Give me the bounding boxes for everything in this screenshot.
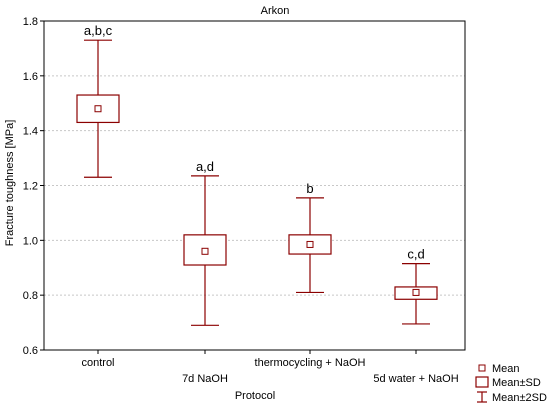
x-axis: control 7d NaOH thermocycling + NaOH 5d wat… xyxy=(81,350,459,385)
y-axis: 0.6 0.8 1.0 1.2 1.4 1.6 1.8 xyxy=(23,16,44,357)
significance-label: a,b,c xyxy=(84,23,113,38)
x-category-label: 7d NaOH xyxy=(182,373,228,385)
legend: Mean Mean±SD Mean±2SD xyxy=(475,363,547,404)
legend-label: Mean xyxy=(492,363,520,375)
x-axis-title: Protocol xyxy=(235,390,275,402)
significance-label: c,d xyxy=(407,247,424,262)
y-tick-label: 1.2 xyxy=(23,181,38,193)
legend-sd-icon xyxy=(475,376,489,388)
y-tick-label: 1.4 xyxy=(23,126,38,138)
mean-marker xyxy=(94,105,102,113)
legend-label: Mean±2SD xyxy=(492,392,547,404)
significance-label: a,d xyxy=(196,159,214,174)
y-tick-label: 1.0 xyxy=(23,235,38,247)
y-tick-label: 0.8 xyxy=(23,290,38,302)
x-category-label: thermocycling + NaOH xyxy=(255,357,366,369)
y-axis-title: Fracture toughness [MPa] xyxy=(4,120,16,247)
y-tick-label: 0.6 xyxy=(23,345,38,357)
mean-marker xyxy=(412,288,420,296)
x-category-label: 5d water + NaOH xyxy=(373,373,458,385)
box-group-2: a,d xyxy=(183,159,227,326)
boxes: a,b,c a,d b c,d xyxy=(76,23,438,326)
legend-2sd-icon xyxy=(477,391,487,403)
legend-mean-icon xyxy=(478,364,486,372)
y-tick-label: 1.6 xyxy=(23,71,38,83)
box-group-1: a,b,c xyxy=(76,23,120,178)
chart-title: Arkon xyxy=(261,5,290,17)
mean-marker xyxy=(201,247,209,255)
x-category-label: control xyxy=(81,357,114,369)
box-group-3: b xyxy=(288,181,332,294)
significance-label: b xyxy=(306,181,313,196)
y-tick-label: 1.8 xyxy=(23,16,38,28)
legend-label: Mean±SD xyxy=(492,377,541,389)
box-group-4: c,d xyxy=(394,247,438,325)
mean-marker xyxy=(306,240,314,248)
